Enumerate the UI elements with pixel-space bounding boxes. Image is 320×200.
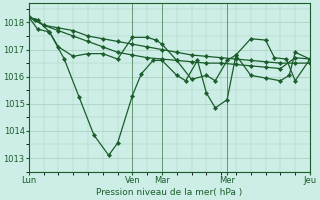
X-axis label: Pression niveau de la mer( hPa ): Pression niveau de la mer( hPa ) [96,188,243,197]
